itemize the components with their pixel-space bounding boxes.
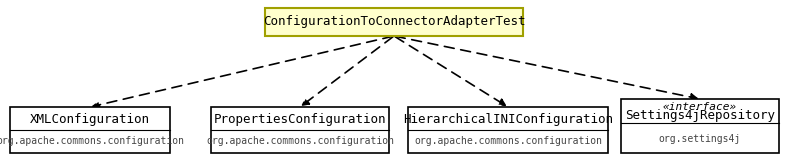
Bar [265, 8, 523, 36]
Text: «interface»: «interface» [663, 102, 737, 112]
Text: org.settings4j: org.settings4j [659, 135, 741, 144]
Text: HierarchicalINIConfiguration: HierarchicalINIConfiguration [403, 113, 613, 126]
Text: PropertiesConfiguration: PropertiesConfiguration [214, 113, 387, 126]
Text: org.apache.commons.configuration: org.apache.commons.configuration [414, 136, 602, 146]
Text: ConfigurationToConnectorAdapterTest: ConfigurationToConnectorAdapterTest [263, 15, 525, 29]
Text: org.apache.commons.configuration: org.apache.commons.configuration [0, 136, 184, 146]
Text: XMLConfiguration: XMLConfiguration [30, 113, 150, 126]
Bar [621, 99, 779, 153]
Bar [10, 107, 170, 153]
Text: org.apache.commons.configuration: org.apache.commons.configuration [206, 136, 394, 146]
Text: Settings4jRepository: Settings4jRepository [625, 109, 775, 122]
Bar [211, 107, 389, 153]
Bar [408, 107, 608, 153]
